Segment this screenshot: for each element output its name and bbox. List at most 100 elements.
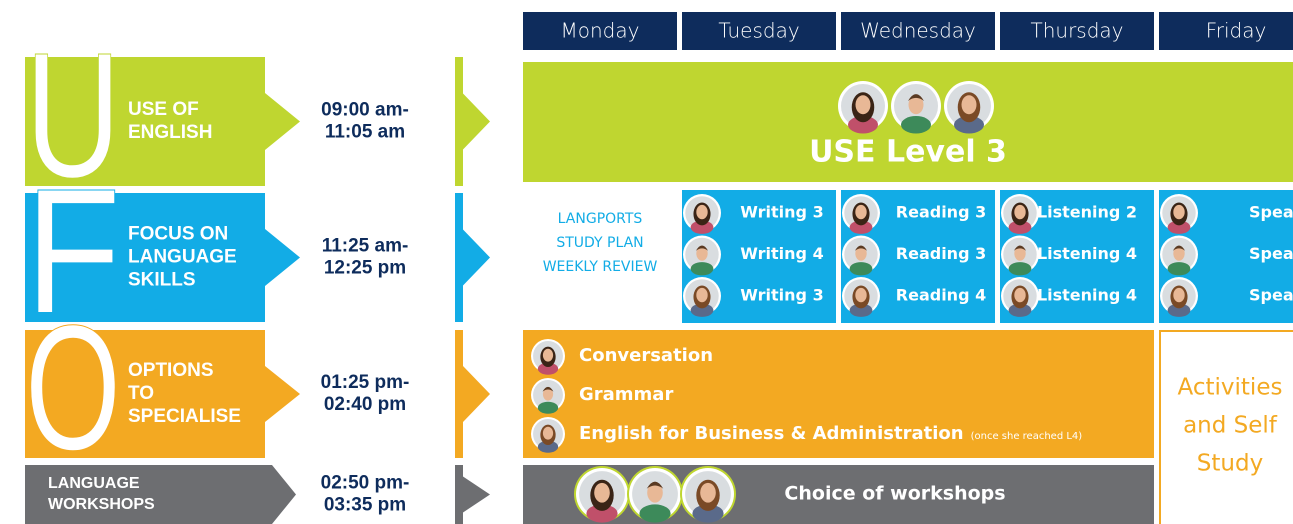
row-arrow [463,229,490,286]
row-letter: O [25,288,121,487]
avatar [682,468,734,523]
avatar-face [542,348,554,362]
skill-label: Speaking [1249,286,1293,305]
review-text: LANGPORTS [558,211,643,227]
avatar [1160,194,1198,234]
row-label: SKILLS [128,270,196,291]
options-block [523,330,1154,458]
row-letter: U [25,16,121,215]
option-note: (once she reached L4) [971,431,1083,442]
use-title: USE Level 3 [809,135,1007,170]
row-bar [455,57,463,186]
activities-text: Activities [1178,375,1283,401]
day-header [1159,12,1293,50]
option-label: English for Business & Administration [579,423,964,444]
skill-label: Reading 3 [896,244,986,263]
avatar [683,194,721,234]
skill-label: Listening 2 [1037,203,1137,222]
day-label: Tuesday [718,19,799,43]
activities-text: and Self [1183,413,1278,439]
skill-label: Writing 4 [740,244,823,263]
avatar-hair [1013,245,1027,251]
avatar [531,339,565,375]
row-time: 11:05 am [325,122,405,143]
row-label-shape [25,57,300,186]
avatar [1160,277,1198,317]
day-label: Wednesday [860,19,976,43]
avatar [1001,277,1039,317]
avatar-face [1173,204,1185,220]
avatar-hair [542,386,554,392]
avatar-shirt [690,220,714,234]
avatar-face [696,204,708,220]
avatar-face [855,95,871,115]
day-header [682,12,836,50]
row-label: SPECIALISE [128,406,241,427]
avatar [531,417,565,453]
avatar-hair [1172,245,1186,251]
row-time: 01:25 pm- [321,372,410,393]
avatar-shirt [954,116,984,134]
avatar-shirt [692,504,724,523]
activities-text: Study [1197,451,1263,477]
avatar-face [1173,287,1185,303]
avatar-hair [646,481,664,489]
avatar-face [647,482,663,503]
avatar [891,81,941,134]
avatar-shirt [537,401,559,414]
row-label: OPTIONS [128,360,214,381]
avatar-shirt [586,504,618,523]
avatar-face [594,482,610,503]
row-label-shape [25,465,296,524]
row-label: FOCUS ON [128,224,228,245]
avatar-shirt [1008,303,1032,317]
row-bar [455,330,463,458]
avatar [842,194,880,234]
avatar-shirt [848,116,878,134]
row-time: 03:35 pm [324,495,406,516]
avatar-shirt [690,262,714,276]
avatar [531,378,565,414]
row-time: 11:25 am- [322,236,409,257]
avatar-face [961,95,977,115]
avatar-shirt [537,362,559,375]
avatar [1160,235,1198,276]
row-arrow [463,93,490,150]
row-label: LANGUAGE [128,247,237,268]
skill-label: Writing 3 [740,286,823,305]
day-header [841,12,995,50]
avatar-face [1014,204,1026,220]
activities-box [1159,330,1293,524]
avatar-face [855,287,867,303]
skill-label: Listening 4 [1037,286,1137,305]
avatar [842,235,880,276]
avatar [944,81,994,134]
avatar-face [855,204,867,220]
row-label: TO [128,383,154,404]
avatar-shirt [1167,303,1191,317]
avatar-face [855,246,867,261]
row-label: WORKSHOPS [48,496,155,513]
avatar-face [908,95,924,115]
option-label: Grammar [579,384,673,405]
avatar-shirt [849,220,873,234]
day-header [1000,12,1154,50]
avatar-face [542,426,554,440]
row-label: ENGLISH [128,122,212,143]
avatar-face [696,246,708,261]
avatar [576,468,628,523]
row-arrow [463,476,490,513]
avatar-shirt [639,504,671,523]
avatar [842,277,880,317]
avatar-shirt [1008,220,1032,234]
review-text: STUDY PLAN [556,235,643,251]
avatar-face [542,387,554,401]
avatar-shirt [901,116,931,134]
avatar-face [1014,246,1026,261]
avatar-shirt [849,262,873,276]
avatar [683,235,721,276]
avatar [1001,194,1039,234]
day-header [523,12,677,50]
avatar-face [700,482,716,503]
